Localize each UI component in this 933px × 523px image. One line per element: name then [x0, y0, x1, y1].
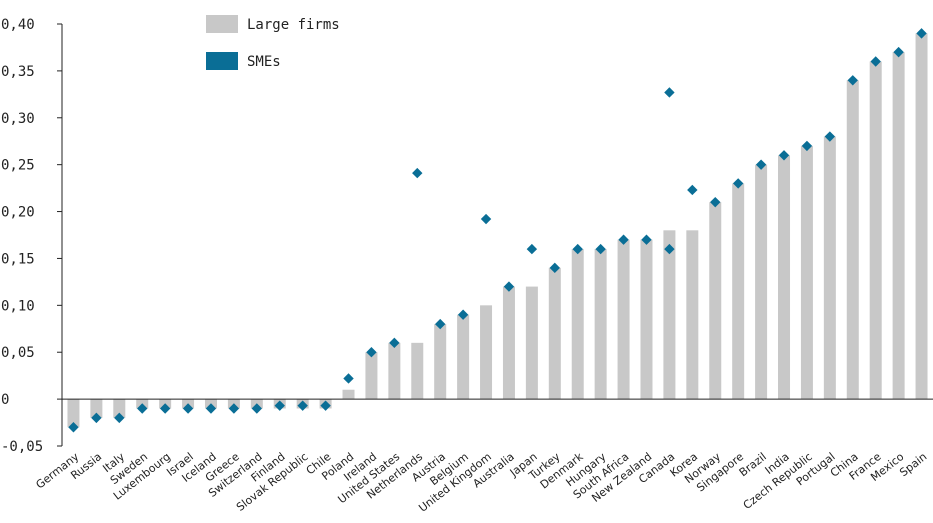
- marker-smes-germany: [68, 422, 79, 433]
- y-axis: -0,05 0 0,05 0,10 0,15 0,20 0,25 0,30 0,35 0,40: [1, 17, 63, 455]
- bar-large-firms-united-states: [388, 342, 401, 400]
- y-tick-label: 0,10: [1, 298, 35, 314]
- marker-smes-israel: [182, 403, 194, 414]
- bar-large-firms-singapore: [732, 183, 745, 400]
- legend-label-smes: SMEs: [247, 54, 281, 70]
- y-tick-label: 0,35: [1, 64, 35, 80]
- marker-smes-czech-republic: [801, 140, 813, 152]
- marker-smes-canada: [664, 87, 675, 98]
- bar-large-firms-korea: [686, 230, 699, 400]
- bar-large-firms-canada: [663, 230, 676, 400]
- bar-large-firms-belgium: [457, 314, 470, 400]
- y-tick-label: 0,20: [1, 205, 35, 221]
- marker-smes-chile: [320, 400, 331, 411]
- marker-smes-korea: [687, 184, 698, 196]
- marker-smes-japan: [526, 243, 538, 255]
- legend: Large firms SMEs: [206, 15, 340, 70]
- bar-large-firms-united-kingdom: [480, 305, 493, 400]
- x-label-spain: Spain: [897, 450, 929, 479]
- bars-large-firms: [67, 33, 928, 428]
- bar-large-firms-poland: [342, 389, 355, 400]
- marker-smes-norway: [710, 196, 721, 208]
- marker-smes-belgium: [457, 309, 469, 320]
- marker-smes-united-states: [389, 337, 400, 349]
- legend-swatch-smes: [206, 52, 238, 70]
- marker-smes-switzerland: [251, 403, 263, 414]
- bar-large-firms-spain: [915, 33, 928, 400]
- marker-smes-luxembourg: [159, 403, 171, 414]
- x-axis-labels: GermanyRussiaItalySwedenLuxembourgIsrael…: [33, 450, 929, 515]
- marker-smes-portugal: [824, 131, 836, 142]
- bar-large-firms-france: [869, 61, 882, 400]
- y-tick-label: 0,30: [1, 111, 35, 127]
- marker-smes-ireland: [366, 347, 377, 358]
- marker-smes-austria: [434, 318, 446, 330]
- markers-smes: [68, 28, 927, 433]
- bar-large-firms-south-africa: [617, 239, 630, 400]
- y-tick-label: 0: [1, 392, 9, 408]
- bar-large-firms-germany: [67, 399, 80, 428]
- bar-large-firms-portugal: [823, 136, 836, 400]
- bar-large-firms-turkey: [548, 267, 561, 400]
- marker-smes-canada-secondary: [664, 243, 675, 255]
- marker-smes-brazil: [755, 159, 767, 170]
- y-tick-label: 0,05: [1, 345, 35, 361]
- bar-large-firms-russia: [90, 399, 103, 418]
- marker-smes-china: [847, 75, 858, 86]
- bar-large-firms-austria: [434, 324, 447, 400]
- marker-smes-russia: [91, 412, 102, 424]
- bar-large-firms-hungary: [594, 249, 607, 400]
- marker-smes-mexico: [893, 46, 904, 58]
- marker-smes-poland: [343, 373, 354, 384]
- marker-smes-south-africa: [618, 234, 629, 245]
- marker-smes-new-zealand: [641, 234, 652, 245]
- bar-large-firms-netherlands: [411, 342, 424, 400]
- marker-smes-denmark: [572, 243, 583, 255]
- marker-smes-united-kingdom: [480, 213, 492, 225]
- marker-smes-sweden: [137, 403, 148, 414]
- bar-large-firms-czech-republic: [800, 145, 813, 400]
- bar-large-firms-australia: [502, 286, 515, 400]
- y-tick-label: 0,15: [1, 251, 35, 267]
- marker-smes-slovak-republic: [297, 400, 308, 411]
- y-tick-label: 0,25: [1, 158, 35, 174]
- marker-smes-france: [870, 56, 881, 67]
- y-tick-label: -0,05: [1, 439, 43, 455]
- marker-smes-turkey: [549, 262, 561, 274]
- bar-large-firms-denmark: [571, 249, 584, 400]
- marker-smes-iceland: [205, 403, 217, 414]
- marker-smes-finland: [274, 400, 285, 411]
- bar-large-firms-china: [846, 80, 859, 400]
- marker-smes-australia: [503, 281, 515, 292]
- bar-large-firms-italy: [113, 399, 126, 418]
- bar-large-firms-india: [778, 155, 791, 400]
- legend-swatch-large-firms: [206, 15, 238, 33]
- marker-smes-spain: [916, 28, 927, 39]
- marker-smes-greece: [228, 403, 240, 414]
- bar-large-firms-norway: [709, 202, 722, 400]
- bar-large-firms-mexico: [892, 52, 905, 400]
- legend-label-large-firms: Large firms: [247, 17, 340, 33]
- marker-smes-italy: [114, 412, 125, 424]
- marker-smes-hungary: [595, 243, 606, 255]
- marker-smes-india: [778, 150, 790, 161]
- y-tick-label: 0,40: [1, 17, 35, 33]
- marker-smes-netherlands: [412, 167, 423, 179]
- marker-smes-singapore: [732, 178, 744, 189]
- bar-large-firms-ireland: [365, 352, 378, 400]
- bar-large-firms-japan: [525, 286, 538, 400]
- bar-large-firms-new-zealand: [640, 239, 653, 400]
- bar-large-firms-brazil: [755, 164, 768, 400]
